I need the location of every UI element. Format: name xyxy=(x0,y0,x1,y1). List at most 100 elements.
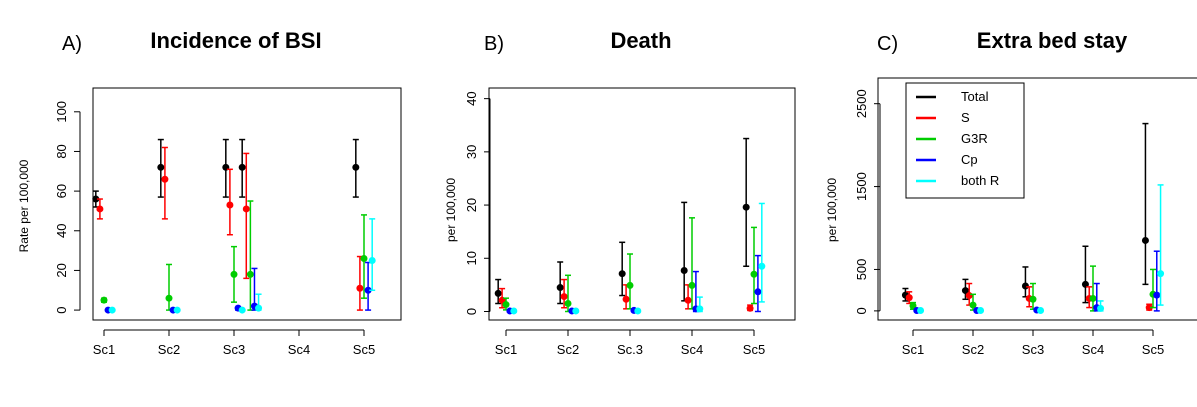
data-point xyxy=(1141,236,1149,244)
y-tick-label: 0 xyxy=(854,307,869,314)
data-point xyxy=(696,305,704,313)
panel-letter-b: B) xyxy=(484,33,504,55)
legend-box xyxy=(905,82,1025,199)
data-point xyxy=(688,281,696,289)
data-point xyxy=(1153,291,1161,299)
data-point xyxy=(754,288,762,296)
data-point xyxy=(560,293,568,301)
data-point xyxy=(108,306,116,314)
data-point xyxy=(364,286,372,294)
x-tick-label: Sc3 xyxy=(223,342,245,357)
data-point xyxy=(758,262,766,270)
data-point xyxy=(230,270,238,278)
y-axis-label-per-100000: per 100,000 xyxy=(444,178,458,242)
data-point xyxy=(746,304,754,312)
data-point xyxy=(173,306,181,314)
data-point xyxy=(368,257,376,265)
panel-title-death: Death xyxy=(610,28,671,53)
y-tick-label: 20 xyxy=(54,263,69,277)
panel-title-incidence-bsi: Incidence of BSI xyxy=(150,28,321,53)
x-tick-label: Sc2 xyxy=(557,342,579,357)
x-tick-label: Sc1 xyxy=(902,342,924,357)
y-tick-label: 1500 xyxy=(854,172,869,201)
x-tick-label: Sc2 xyxy=(962,342,984,357)
x-tick-label: Sc4 xyxy=(288,342,310,357)
data-point xyxy=(161,175,169,183)
data-point xyxy=(750,270,758,278)
x-tick-label: Sc5 xyxy=(353,342,375,357)
x-tick-label: Sc.3 xyxy=(617,342,643,357)
y-tick-label: 30 xyxy=(464,145,479,159)
data-point xyxy=(1145,304,1153,312)
data-point xyxy=(1089,294,1097,302)
data-point xyxy=(961,287,969,295)
data-point xyxy=(564,300,572,308)
legend-label: Cp xyxy=(961,152,978,167)
data-point xyxy=(1021,282,1029,290)
panel-letter-a: A) xyxy=(62,33,82,55)
panel-death: B) Death per 100,000 0 10 20 30 40 Sc1 Sc2 Sc.3… xyxy=(444,28,796,357)
data-point xyxy=(360,255,368,263)
data-point xyxy=(226,201,234,209)
data-point xyxy=(626,281,634,289)
data-point xyxy=(634,307,642,315)
y-tick-label: 100 xyxy=(54,101,69,123)
data-point xyxy=(356,284,364,292)
x-tick-label: Sc4 xyxy=(1082,342,1104,357)
x-tick-label: Sc3 xyxy=(1022,342,1044,357)
data-point xyxy=(556,284,564,292)
data-point xyxy=(96,205,104,213)
data-point xyxy=(684,296,692,304)
plot-frame xyxy=(877,77,1197,321)
y-tick-label: 0 xyxy=(54,306,69,313)
x-tick-label: Sc1 xyxy=(495,342,517,357)
legend: Total S G3R Cp both R xyxy=(905,82,1025,199)
data-point xyxy=(242,205,250,213)
y-tick-label: 10 xyxy=(464,251,479,265)
data-point xyxy=(246,270,254,278)
data-point xyxy=(165,294,173,302)
data-point xyxy=(969,301,977,309)
data-point xyxy=(917,306,925,314)
x-tick-label: Sc2 xyxy=(158,342,180,357)
data-point xyxy=(157,163,165,171)
y-tick-label: 0 xyxy=(464,308,479,315)
data-point xyxy=(965,292,973,300)
data-point xyxy=(92,195,100,203)
data-point xyxy=(742,203,750,211)
x-tick-label: Sc5 xyxy=(743,342,765,357)
x-tick-label: Sc5 xyxy=(1142,342,1164,357)
y-axis-label-per-100000: per 100,000 xyxy=(825,178,839,242)
plot-frame xyxy=(92,87,402,321)
plot-frame xyxy=(488,87,796,321)
y-tick-label: 80 xyxy=(54,144,69,158)
y-tick-label: 20 xyxy=(464,198,479,212)
panel-letter-c: C) xyxy=(877,33,898,55)
y-tick-label: 40 xyxy=(464,91,479,105)
data-point xyxy=(905,294,913,302)
y-tick-label: 500 xyxy=(854,259,869,281)
data-point xyxy=(238,306,246,314)
y-tick-label: 2500 xyxy=(854,89,869,118)
panel-title-extra-bed-stay: Extra bed stay xyxy=(977,28,1128,53)
data-point xyxy=(100,296,108,304)
data-point xyxy=(255,304,263,312)
data-point xyxy=(618,270,626,278)
data-point xyxy=(1029,295,1037,303)
panel-extra-bed-stay: C) Extra bed stay per 100,000 Total S G3R C… xyxy=(825,28,1197,357)
data-point xyxy=(977,306,985,314)
legend-label: Total xyxy=(961,89,989,104)
y-tick-label: 40 xyxy=(54,224,69,238)
x-tick-label: Sc1 xyxy=(93,342,115,357)
data-point xyxy=(502,301,510,309)
y-tick-label: 60 xyxy=(54,184,69,198)
data-point xyxy=(352,163,360,171)
data-point xyxy=(1097,304,1105,312)
data-point xyxy=(238,163,246,171)
legend-label: G3R xyxy=(961,131,988,146)
data-point xyxy=(572,307,580,315)
data-point xyxy=(622,295,630,303)
data-point xyxy=(680,267,688,275)
